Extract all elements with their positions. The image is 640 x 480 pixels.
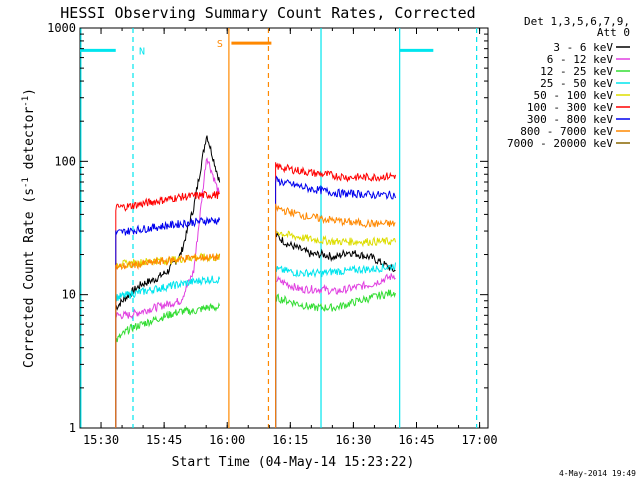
x-tick-label: 16:45 [398, 433, 434, 447]
x-tick-label: 16:15 [272, 433, 308, 447]
x-tick-label: 17:00 [462, 433, 498, 447]
x-tick-label: 16:30 [335, 433, 371, 447]
series-line [115, 275, 221, 428]
footer-date: 4-May-2014 19:49 [559, 469, 636, 478]
legend-label: 7000 - 20000 keV [507, 137, 613, 150]
y-axis-label: Corrected Count Rate (s-1 detector-1) [21, 88, 37, 368]
series-line [115, 252, 221, 428]
series-line [115, 135, 221, 428]
plot-area [79, 27, 489, 429]
attenuator-label: Att 0 [597, 26, 630, 39]
plot-frame [79, 27, 489, 429]
y-tick-label: 1000 [47, 21, 76, 35]
x-tick-label: 15:30 [83, 433, 119, 447]
axes: 15:30 15:45 16:00 16:15 16:30 16:45 17:00 1 10 10… [47, 21, 498, 447]
series-line [115, 253, 221, 428]
x-axis-label: Start Time (04-May-14 15:23:22) [172, 455, 415, 470]
observing-annotations: NS [80, 28, 478, 428]
annotation-label: S [217, 39, 223, 50]
series-line [275, 289, 396, 428]
series-line [275, 175, 396, 428]
series-line [115, 302, 221, 428]
series-line [275, 273, 396, 428]
series-line [275, 231, 396, 428]
legend-label: 12 - 25 keV [540, 65, 613, 78]
annotation-label: N [139, 46, 145, 57]
legend-label: 50 - 100 keV [534, 89, 614, 102]
legend-label: 800 - 7000 keV [520, 125, 613, 138]
series-line [115, 190, 220, 428]
legend-label: 25 - 50 keV [540, 77, 613, 90]
y-tick-label: 100 [54, 154, 76, 168]
chart-title: HESSI Observing Summary Count Rates, Cor… [60, 4, 475, 22]
legend-label: 100 - 300 keV [527, 101, 613, 114]
legend-label: 6 - 12 keV [547, 53, 614, 66]
series-lines [115, 135, 396, 428]
y-tick-label: 10 [62, 288, 76, 302]
series-line [115, 216, 221, 428]
series-line [275, 203, 396, 428]
series-line [275, 229, 396, 428]
detector-label: Det 1,3,5,6,7,9, [524, 15, 630, 28]
legend-label: 300 - 800 keV [527, 113, 613, 126]
series-line [275, 162, 396, 428]
series-line [275, 262, 396, 428]
x-tick-label: 15:45 [146, 433, 182, 447]
legend-label: 3 - 6 keV [553, 41, 613, 54]
y-tick-label: 1 [69, 421, 76, 435]
x-tick-label: 16:00 [209, 433, 245, 447]
